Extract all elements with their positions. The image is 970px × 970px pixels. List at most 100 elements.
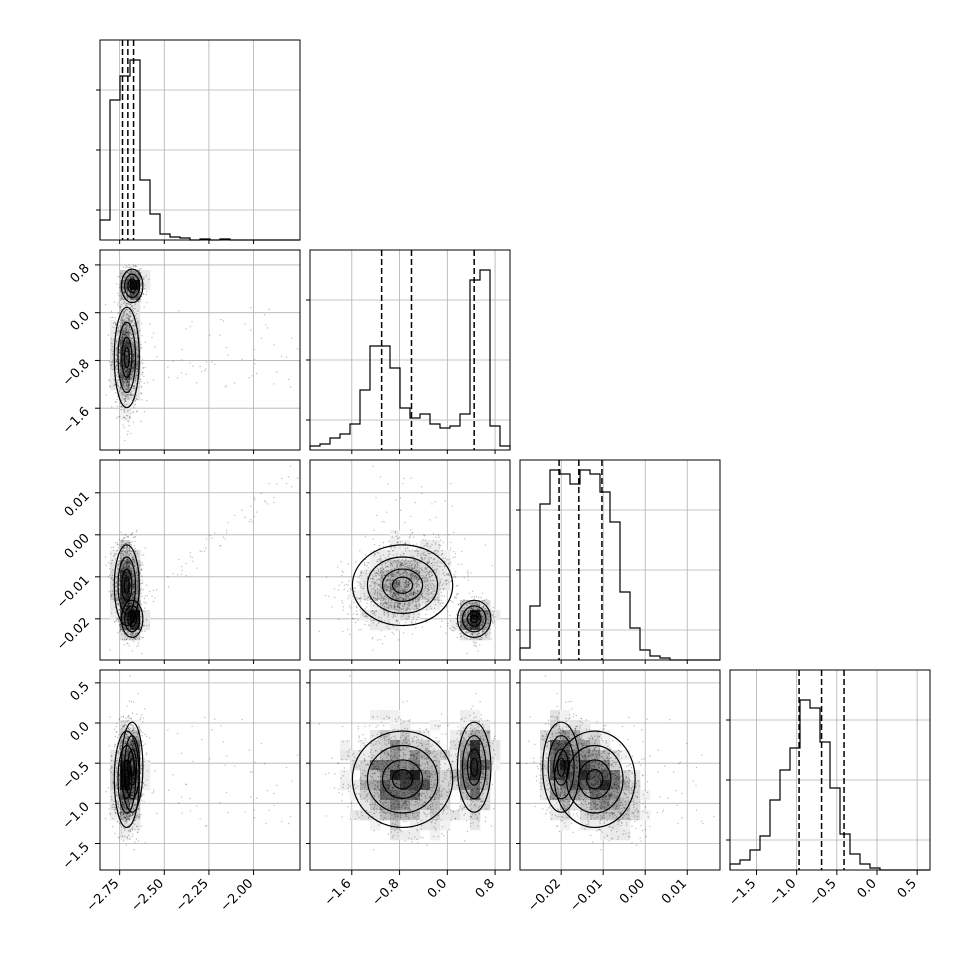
sample-point [266, 503, 269, 505]
sample-point [133, 293, 135, 295]
sample-point [125, 571, 127, 574]
sample-point [120, 405, 123, 407]
sample-point [143, 610, 145, 613]
sample-point [130, 290, 132, 292]
sample-point [135, 567, 137, 569]
sample-point [131, 378, 133, 380]
sample-point [146, 400, 148, 402]
sample-point [112, 579, 114, 582]
sample-point [137, 269, 139, 271]
density-cell [130, 290, 141, 301]
sample-point [132, 593, 134, 595]
sample-point [112, 322, 115, 325]
sample-point [132, 280, 134, 283]
sample-point [130, 280, 132, 283]
sample-point [136, 645, 138, 648]
sample-point [129, 277, 132, 279]
sample-point [125, 313, 128, 315]
sample-point [266, 327, 269, 329]
sample-point [130, 275, 133, 278]
sample-point [126, 363, 128, 365]
sample-point [136, 529, 138, 531]
sample-point [127, 278, 129, 281]
sample-point [125, 379, 128, 381]
sample-point [130, 432, 132, 435]
sample-point [120, 372, 123, 375]
sample-point [118, 588, 120, 590]
sample-point [139, 277, 141, 279]
sample-point [128, 367, 131, 369]
sample-point [136, 586, 139, 589]
sample-point [116, 542, 119, 544]
sample-point [141, 579, 144, 581]
sample-point [122, 424, 124, 426]
sample-point [131, 280, 133, 282]
sample-point [123, 417, 126, 419]
sample-point [126, 313, 129, 315]
sample-point [123, 291, 125, 294]
sample-point [137, 592, 139, 595]
sample-point [122, 601, 125, 603]
sample-point [148, 278, 150, 280]
sample-point [128, 318, 131, 321]
sample-point [456, 625, 459, 628]
sample-point [125, 328, 128, 331]
sample-point [143, 597, 146, 600]
sample-point [141, 335, 143, 337]
sample-point [152, 589, 155, 592]
sample-point [125, 288, 128, 290]
sample-point [127, 278, 130, 280]
sample-point [130, 294, 133, 297]
sample-point [127, 388, 130, 390]
sample-point [123, 381, 126, 383]
sample-point [140, 613, 142, 615]
sample-point [121, 633, 123, 635]
sample-point [122, 313, 124, 315]
sample-point [123, 327, 126, 330]
sample-point [110, 361, 113, 363]
sample-point [133, 564, 136, 567]
sample-point [135, 550, 137, 552]
sample-point [124, 399, 127, 401]
sample-point [123, 427, 125, 429]
sample-point [132, 293, 135, 295]
sample-point [256, 372, 258, 375]
sample-point [125, 287, 128, 289]
sample-point [104, 303, 107, 306]
sample-point [124, 551, 127, 554]
sample-point [115, 347, 118, 349]
sample-point [134, 547, 137, 550]
sample-point [123, 276, 126, 278]
sample-point [289, 465, 292, 467]
sample-point [185, 575, 188, 577]
sample-point [128, 379, 131, 381]
sample-point [119, 345, 121, 347]
sample-point [273, 344, 275, 346]
sample-point [121, 339, 123, 341]
sample-point [119, 387, 121, 389]
sample-point [127, 379, 129, 382]
sample-point [131, 280, 134, 283]
sample-point [140, 385, 142, 388]
sample-point [108, 590, 111, 593]
sample-point [144, 366, 147, 369]
sample-point [136, 323, 139, 326]
sample-point [148, 624, 150, 627]
sample-point [487, 619, 490, 622]
sample-point [133, 332, 136, 334]
sample-point [131, 282, 133, 285]
sample-point [137, 287, 139, 289]
sample-point [124, 308, 126, 311]
sample-point [135, 290, 138, 293]
sample-point [124, 573, 126, 576]
sample-point [114, 553, 116, 555]
sample-point [132, 292, 134, 295]
sample-point [132, 293, 134, 296]
sample-point [133, 292, 135, 295]
sample-point [132, 363, 134, 365]
sample-point [126, 313, 129, 315]
sample-point [253, 348, 256, 351]
sample-point [142, 367, 144, 369]
sample-point [131, 284, 134, 287]
sample-point [123, 644, 125, 646]
